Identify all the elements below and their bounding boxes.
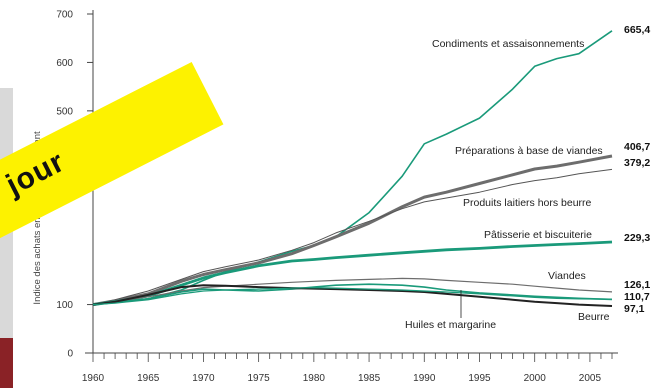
end-value-label: 406,7	[624, 141, 650, 153]
end-value-label: 126,1	[624, 279, 650, 291]
series-line-0	[92, 30, 613, 306]
banner-text: jour	[1, 144, 71, 202]
series-line-7	[92, 286, 613, 306]
series-name-label: Pâtisserie et biscuiterie	[484, 229, 592, 241]
series-line-6	[92, 284, 613, 307]
series-line-2	[92, 168, 613, 306]
series-name-label: Beurre	[578, 311, 610, 323]
series-name-label: Huiles et margarine	[405, 319, 496, 331]
x-tick-label: 1980	[303, 373, 326, 384]
x-tick-label: 1965	[137, 373, 160, 384]
end-value-label: 379,2	[624, 157, 650, 169]
y-tick-label: 700	[56, 10, 73, 21]
y-tick-label: 0	[67, 349, 73, 360]
x-tick-label: 1990	[413, 373, 436, 384]
series-name-label: Condiments et assaisonnements	[432, 38, 584, 50]
x-tick-label: 1970	[192, 373, 215, 384]
series-line-4	[92, 277, 613, 306]
end-value-label: 229,3	[624, 232, 650, 244]
series-name-label: Préparations à base de viandes	[455, 145, 603, 157]
end-value-label: 110,7	[624, 291, 650, 303]
y-tick-label: 600	[56, 58, 73, 69]
x-tick-label: 2005	[579, 373, 602, 384]
y-tick-label: 500	[56, 106, 73, 117]
y-tick-label: 100	[56, 300, 73, 311]
series-name-label: Produits laitiers hors beurre	[463, 197, 592, 209]
series-line-3	[92, 240, 613, 306]
x-tick-label: 1985	[358, 373, 381, 384]
x-tick-label: 1960	[82, 373, 105, 384]
x-tick-label: 1975	[248, 373, 271, 384]
series-name-label: Viandes	[548, 270, 586, 282]
series-layer	[92, 30, 613, 307]
end-value-label: 665,4	[624, 24, 650, 36]
series-line-1	[92, 154, 613, 307]
x-tick-label: 1995	[468, 373, 491, 384]
series-line-5	[92, 283, 613, 306]
end-value-label: 97,1	[624, 303, 645, 315]
x-tick-label: 2000	[524, 373, 547, 384]
red-edge-block	[0, 338, 13, 388]
labels-layer: Condiments et assaisonnements Préparation…	[405, 24, 650, 331]
